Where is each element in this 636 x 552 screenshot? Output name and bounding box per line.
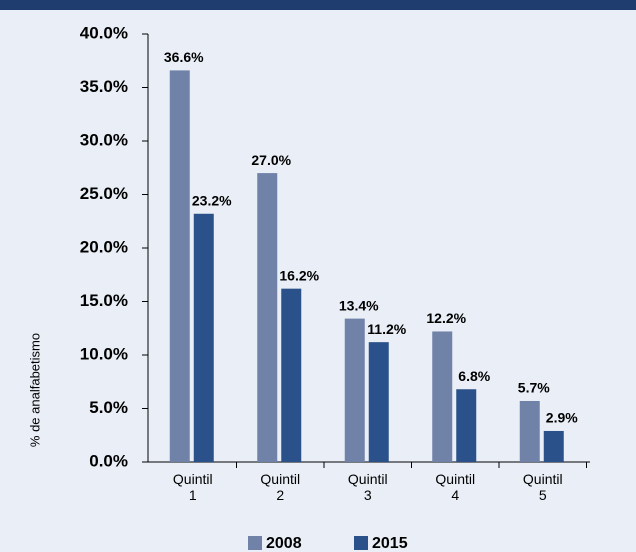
- bar: [519, 401, 540, 462]
- legend-label: 2015: [372, 535, 408, 552]
- y-tick-label: 35.0%: [80, 77, 128, 96]
- y-tick-label: 5.0%: [89, 398, 128, 417]
- legend-swatch: [248, 536, 262, 550]
- value-label: 23.2%: [192, 192, 232, 208]
- y-tick-label: 15.0%: [80, 291, 128, 310]
- value-label: 5.7%: [518, 380, 550, 396]
- y-tick-label: 30.0%: [80, 130, 128, 149]
- bar: [281, 288, 302, 462]
- x-tick-label: Quintil 4: [435, 471, 475, 503]
- value-label: 11.2%: [367, 321, 406, 337]
- value-label: 12.2%: [426, 310, 466, 326]
- y-tick-label: 0.0%: [89, 451, 128, 470]
- bar: [344, 318, 365, 462]
- x-tick-label: Quintil 1: [173, 471, 213, 503]
- value-label: 6.8%: [458, 368, 490, 384]
- y-tick-label: 20.0%: [80, 237, 128, 256]
- value-label: 36.6%: [164, 49, 204, 65]
- legend-swatch: [354, 536, 368, 550]
- y-axis-label: % de analfabetismo: [27, 333, 42, 447]
- bar: [456, 389, 477, 462]
- value-label: 13.4%: [339, 297, 379, 313]
- value-label: 27.0%: [251, 152, 291, 168]
- x-tick-label: Quintil 5: [523, 471, 563, 503]
- y-tick-label: 40.0%: [80, 23, 128, 42]
- x-tick-label: Quintil 3: [348, 471, 388, 503]
- x-tick-label: Quintil 2: [260, 471, 300, 503]
- bar: [543, 430, 564, 462]
- legend-label: 2008: [266, 535, 302, 552]
- bar: [368, 342, 389, 462]
- y-tick-label: 25.0%: [80, 184, 128, 203]
- bar: [432, 331, 453, 462]
- header-banner: [0, 0, 636, 10]
- value-label: 2.9%: [546, 410, 578, 426]
- bar: [257, 173, 278, 462]
- bar: [193, 213, 214, 462]
- y-tick-label: 10.0%: [80, 344, 128, 363]
- value-label: 16.2%: [279, 267, 319, 283]
- bar: [169, 70, 190, 462]
